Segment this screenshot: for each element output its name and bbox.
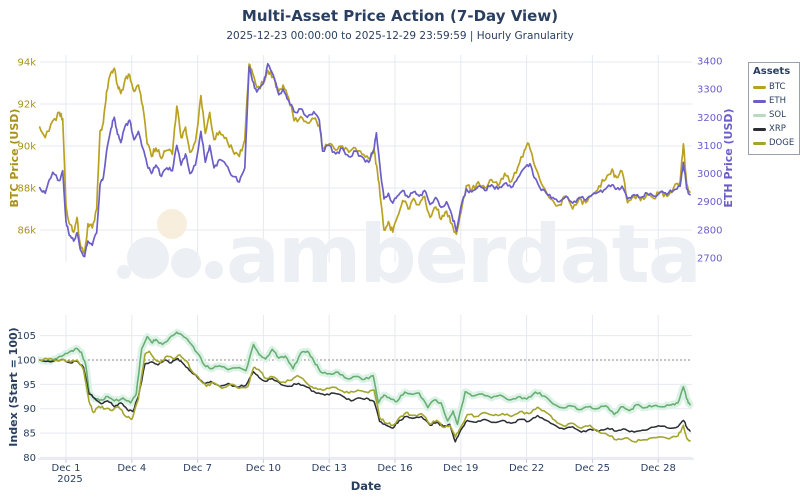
legend-item-label: ETH xyxy=(769,96,786,106)
legend-swatch xyxy=(753,99,766,103)
btc-tick-label: 94k xyxy=(17,58,36,69)
legend-swatch xyxy=(753,85,766,89)
series-line-ETH[interactable] xyxy=(38,62,691,258)
legend-title: Assets xyxy=(753,66,791,77)
series-line-SOL[interactable] xyxy=(38,331,691,426)
legend-item-BTC[interactable]: BTC xyxy=(753,80,797,94)
legend-item-ETH[interactable]: ETH xyxy=(753,94,797,108)
watermark-logo xyxy=(117,209,223,279)
legend-item-XRP[interactable]: XRP xyxy=(753,122,797,136)
legend-item-SOL[interactable]: SOL xyxy=(753,108,797,122)
btc-axis-title: BTC Price (USD) xyxy=(8,108,21,208)
legend-item-label: XRP xyxy=(769,124,786,134)
index-tick-label: 105 xyxy=(17,331,36,342)
legend-item-label: DOGE xyxy=(769,138,795,148)
series-line-DOGE[interactable] xyxy=(38,350,691,443)
x-tick-label: Dec 7 xyxy=(183,463,212,474)
eth-tick-label: 2800 xyxy=(697,225,722,236)
eth-tick-label: 3100 xyxy=(697,141,722,152)
x-tick-label: Dec 13 xyxy=(312,463,347,474)
legend: Assets BTC ETH SOL XRP DOGE xyxy=(748,62,800,155)
btc-tick-label: 90k xyxy=(17,142,36,153)
legend-item-DOGE[interactable]: DOGE xyxy=(753,136,797,150)
btc-tick-label: 88k xyxy=(17,184,36,195)
x-tick-label: Dec 28 xyxy=(641,463,676,474)
watermark-text: amberdata xyxy=(226,208,700,301)
index-tick-label: 90 xyxy=(23,404,36,415)
x-tick-year-label: 2025 xyxy=(57,474,82,485)
chart-title: Multi-Asset Price Action (7-Day View) xyxy=(241,7,559,25)
legend-swatch xyxy=(753,113,766,117)
index-tick-label: 85 xyxy=(23,429,36,440)
eth-tick-label: 3000 xyxy=(697,169,722,180)
x-tick-label: Dec 22 xyxy=(509,463,544,474)
eth-tick-label: 3200 xyxy=(697,113,722,124)
x-tick-label: Dec 10 xyxy=(246,463,281,474)
legend-swatch xyxy=(753,127,766,131)
index-axis-title: Index (Start = 100) xyxy=(7,327,20,447)
eth-tick-label: 2700 xyxy=(697,254,722,265)
x-tick-label: Dec 4 xyxy=(117,463,146,474)
legend-item-label: BTC xyxy=(769,82,786,92)
index-tick-label: 100 xyxy=(17,356,36,367)
legend-swatch xyxy=(753,141,766,145)
eth-axis-title: ETH Price (USD) xyxy=(722,108,735,208)
x-tick-label: Dec 1 xyxy=(52,463,81,474)
index-tick-label: 80 xyxy=(23,453,36,464)
x-tick-label: Dec 19 xyxy=(443,463,478,474)
btc-tick-label: 86k xyxy=(17,226,36,237)
btc-tick-label: 92k xyxy=(17,100,36,111)
legend-item-label: SOL xyxy=(769,110,786,120)
eth-tick-label: 3300 xyxy=(697,85,722,96)
index-tick-label: 95 xyxy=(23,380,36,391)
chart-subtitle: 2025-12-23 00:00:00 to 2025-12-29 23:59:… xyxy=(226,30,574,42)
x-tick-label: Dec 16 xyxy=(377,463,412,474)
eth-tick-label: 3400 xyxy=(697,57,722,68)
x-tick-label: Dec 25 xyxy=(575,463,610,474)
date-axis-title: Date xyxy=(350,479,382,493)
eth-tick-label: 2900 xyxy=(697,197,722,208)
